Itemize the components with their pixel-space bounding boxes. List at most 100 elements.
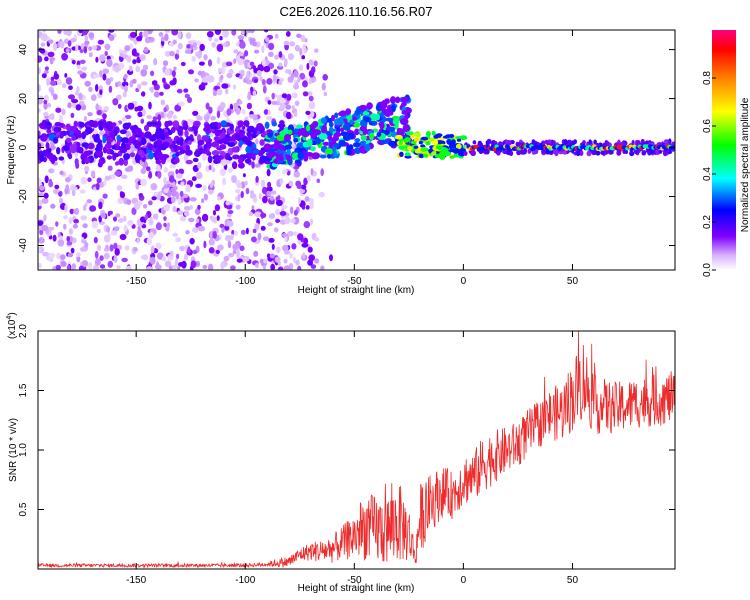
x-tick-label: -50 <box>347 575 362 586</box>
spectral-cell <box>75 91 79 96</box>
snr-scale-prefix: (x10 <box>7 319 18 339</box>
spectral-cell <box>59 170 64 176</box>
spectral-cell <box>81 142 89 148</box>
spectral-cell <box>45 142 50 150</box>
spectral-cell <box>231 230 235 235</box>
spectral-cell <box>207 263 214 270</box>
spectral-cell <box>166 112 173 119</box>
spectral-cell <box>86 121 95 126</box>
spectral-cell <box>119 129 127 135</box>
spectral-cell <box>240 229 246 235</box>
spectral-cell <box>124 114 132 120</box>
spectral-cell <box>79 100 85 107</box>
spectral-cell <box>203 54 208 61</box>
spectral-cell <box>312 120 319 128</box>
spectral-cell <box>259 65 264 72</box>
spectral-cell <box>261 45 265 54</box>
spectral-cell <box>331 114 335 122</box>
spectral-cell <box>201 149 207 154</box>
spectral-cell <box>323 91 328 97</box>
spectral-cell <box>263 65 271 73</box>
spectral-cell <box>137 83 142 90</box>
spectral-cell <box>293 128 300 134</box>
spectral-cell <box>297 265 302 270</box>
spectral-cell <box>251 236 257 243</box>
spectral-cell <box>140 168 146 174</box>
spectral-cell <box>50 203 56 209</box>
spectral-cell <box>180 61 186 67</box>
spectral-cell <box>116 139 121 146</box>
spectral-cell <box>273 69 278 75</box>
spectral-cell <box>68 94 75 100</box>
spectral-cell <box>102 135 107 144</box>
spectral-cell <box>217 244 224 251</box>
spectral-cell <box>593 139 597 145</box>
spectral-cell <box>103 247 110 252</box>
spectral-cell <box>369 133 375 138</box>
y-tick-label: 0 <box>18 144 29 150</box>
spectral-cell <box>144 124 149 132</box>
spectral-cell <box>57 41 61 48</box>
spectral-cell <box>302 91 309 97</box>
spectral-cell <box>191 55 196 62</box>
spectral-cell <box>83 115 87 122</box>
spectral-cell <box>103 234 110 243</box>
spectral-cell <box>49 257 54 263</box>
spectral-cell <box>266 190 272 197</box>
spectral-cell <box>88 86 93 92</box>
spectral-cell <box>641 150 647 156</box>
spectral-cell <box>217 196 221 201</box>
spectral-cell <box>226 108 232 116</box>
spectral-cell <box>364 143 371 152</box>
spectral-cell <box>43 102 48 110</box>
spectral-cell <box>163 216 167 221</box>
spectral-cell <box>624 149 629 154</box>
spectral-cell <box>79 59 86 64</box>
spectral-cell <box>254 49 260 54</box>
spectral-cell <box>552 140 556 145</box>
spectral-cell <box>418 140 423 145</box>
spectral-cell <box>606 141 610 147</box>
spectral-cell <box>104 51 108 56</box>
spectral-cell <box>148 200 153 206</box>
spectral-cell <box>273 74 277 82</box>
spectral-cell <box>70 38 77 43</box>
spectral-cell <box>251 41 257 47</box>
spectral-cell <box>175 151 180 157</box>
spectral-cell <box>226 72 233 79</box>
spectral-cell <box>123 153 131 160</box>
spectral-cell <box>108 210 113 215</box>
spectral-cell <box>188 217 195 223</box>
spectral-cell <box>65 184 69 191</box>
spectral-cell <box>279 99 287 104</box>
spectral-cell <box>144 131 152 139</box>
spectral-cell <box>281 169 288 175</box>
spectral-cell <box>116 265 121 269</box>
spectral-cell <box>308 101 316 110</box>
spectral-cell <box>163 204 171 212</box>
spectral-cell <box>227 220 234 227</box>
spectral-cell <box>519 149 526 155</box>
spectral-cell <box>103 106 110 111</box>
spectral-cell <box>109 244 114 252</box>
spectral-cell <box>290 218 296 224</box>
spectral-cell <box>275 246 281 254</box>
spectral-cell <box>198 116 203 121</box>
spectral-cell <box>143 30 149 38</box>
spectral-cell <box>414 149 422 154</box>
spectral-cell <box>310 218 313 226</box>
spectral-cell <box>264 121 270 129</box>
y-tick-label: 1.5 <box>18 383 29 397</box>
spectral-cell <box>380 139 390 144</box>
spectral-cell <box>206 31 214 38</box>
spectral-cell <box>64 73 68 78</box>
spectral-cell <box>432 139 439 146</box>
spectral-cell <box>160 36 165 42</box>
spectral-cell <box>219 102 226 109</box>
spectral-cell <box>284 144 292 150</box>
spectral-cell <box>177 198 182 206</box>
spectral-cell <box>38 98 43 105</box>
spectral-cell <box>285 104 292 110</box>
spectral-cell <box>174 258 179 267</box>
spectral-cell <box>277 266 284 270</box>
